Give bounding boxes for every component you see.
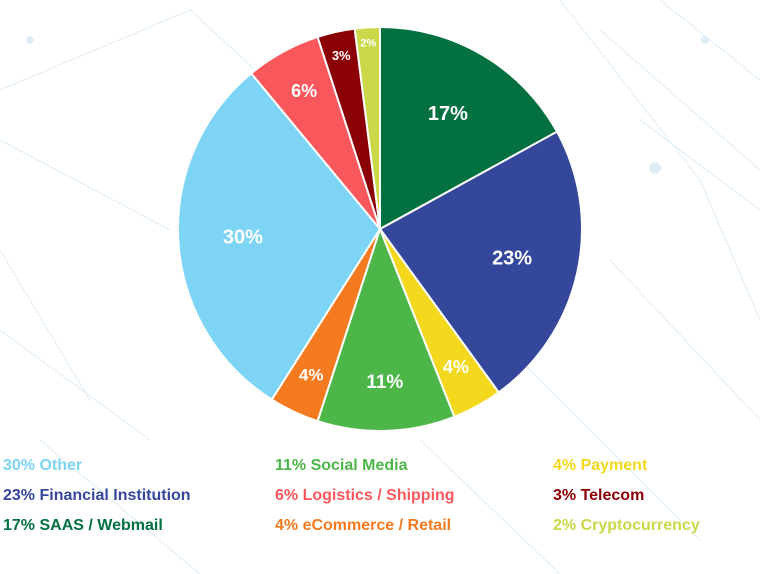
- legend-item-cryptocurrency: 2% Cryptocurrency: [553, 517, 700, 534]
- pie-slice-3: [316, 226, 456, 432]
- legend-item-saas-webmail: 17% SAAS / Webmail: [3, 517, 163, 534]
- pie-slice-label-6: 6%: [291, 81, 317, 101]
- pie-slice-label-7: 3%: [332, 48, 351, 63]
- pie-slice-label-5: 30%: [223, 227, 263, 249]
- pie-labels: 17% 23% 4% 11% 4% 30% 6% 3% 2%: [223, 38, 532, 393]
- pie-slice-label-4: 4%: [299, 366, 324, 385]
- legend-column-3: 4% Payment 3% Telecom 2% Cryptocurrency: [553, 451, 700, 541]
- pie-slices: [177, 25, 583, 432]
- legend-item-social-media: 11% Social Media: [275, 457, 408, 474]
- pie-slice-0: [379, 25, 559, 231]
- legend-item-financial-institution: 23% Financial Institution: [3, 487, 191, 504]
- legend-column-1: 30% Other 23% Financial Institution 17% …: [3, 451, 191, 541]
- legend-item-logistics-shipping: 6% Logistics / Shipping: [275, 487, 455, 504]
- legend-column-2: 11% Social Media 6% Logistics / Shipping…: [275, 451, 455, 541]
- pie-slice-label-8: 2%: [360, 38, 376, 50]
- legend-item-telecom: 3% Telecom: [553, 487, 645, 504]
- legend-item-ecommerce-retail: 4% eCommerce / Retail: [275, 517, 452, 534]
- legend-item-other: 30% Other: [3, 457, 83, 474]
- pie-slice-8: [353, 25, 381, 230]
- pie-slice-label-1: 23%: [492, 248, 532, 270]
- pie-slice-label-0: 17%: [428, 103, 468, 125]
- pie-slice-1: [378, 130, 583, 394]
- pie-slice-label-3: 11%: [366, 372, 403, 393]
- legend-item-payment: 4% Payment: [553, 457, 648, 474]
- pie-slice-label-2: 4%: [443, 357, 469, 377]
- pie-slice-5: [177, 71, 382, 401]
